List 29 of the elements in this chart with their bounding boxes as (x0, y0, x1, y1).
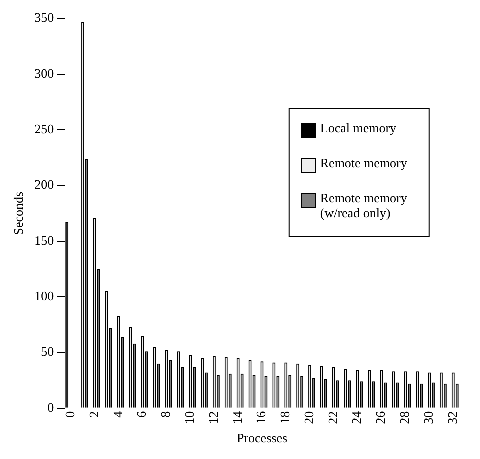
x-tick-label: 16 (254, 410, 269, 424)
x-tick-label: 8 (158, 411, 174, 418)
legend-label: Remote memory (320, 156, 408, 171)
y-tick-label: 100 (34, 288, 54, 304)
x-tick-label: 24 (349, 410, 364, 424)
y-axis-title: Seconds (11, 192, 26, 236)
x-axis-title: Processes (236, 430, 288, 446)
x-tick-label: 26 (373, 410, 388, 424)
y-tick-label: 250 (34, 122, 54, 137)
x-tick-label: 2 (86, 411, 102, 418)
y-tick-label: 50 (41, 344, 54, 360)
y-tick-label: 300 (34, 66, 54, 81)
legend-label: Remote memory (w/read only) (320, 190, 408, 221)
legend-label: Local memory (320, 120, 398, 136)
x-tick-label: 4 (110, 410, 126, 418)
y-tick-label: 150 (34, 232, 54, 248)
x-tick-label: 12 (206, 411, 221, 424)
x-tick-label: 0 (62, 411, 78, 418)
x-tick-label: 6 (134, 410, 150, 418)
x-tick-label: 14 (230, 410, 245, 424)
x-tick-label: 10 (182, 411, 197, 424)
x-tick-label: 20 (301, 411, 316, 424)
y-tick-label: 200 (34, 177, 54, 192)
x-tick-label: 18 (278, 411, 293, 424)
x-tick-label: 28 (397, 411, 412, 424)
x-tick-label: 22 (325, 411, 340, 424)
x-tick-label: 30 (420, 411, 436, 424)
y-tick-label: 350 (34, 10, 54, 26)
x-tick-label: 32 (444, 411, 460, 424)
